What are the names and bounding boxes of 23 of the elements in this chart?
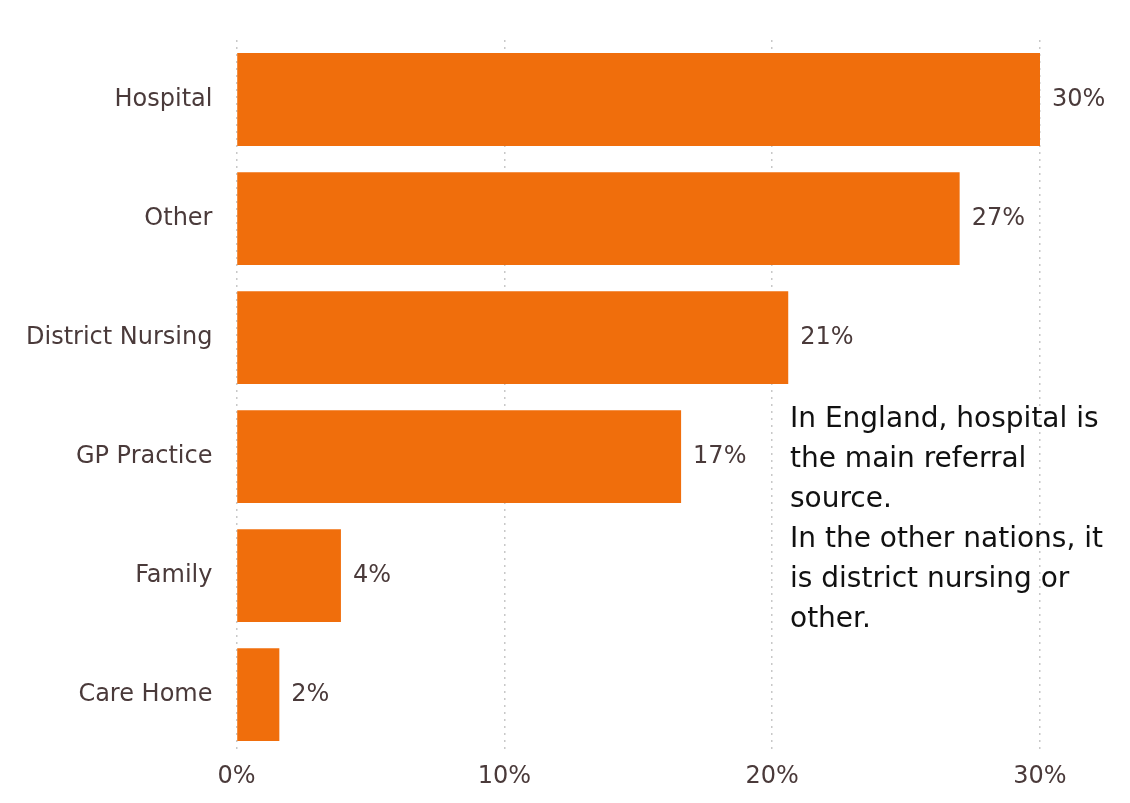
data-label: 27% (971, 202, 1025, 231)
data-label: 17% (693, 440, 747, 469)
data-label: 4% (352, 559, 392, 588)
bar (237, 648, 280, 742)
bar (237, 172, 960, 265)
y-tick-label: Other (144, 202, 213, 231)
y-tick-label: Care Home (78, 678, 213, 707)
y-tick-label: Hospital (114, 83, 213, 112)
y-tick-label: District Nursing (26, 321, 213, 350)
data-label: 30% (1052, 83, 1106, 112)
x-tick-label: 10% (477, 760, 531, 789)
data-label: 21% (800, 321, 854, 350)
x-tick-label: 20% (745, 760, 799, 789)
bar (237, 53, 1040, 146)
annotation: In England, hospital is the main referral source. In the other nations, it is district nursing or other. (790, 400, 1104, 636)
bar (237, 291, 789, 385)
y-tick-label: Family (135, 559, 213, 588)
data-label: 2% (291, 678, 330, 707)
bar (237, 410, 682, 504)
x-tick-label: 30% (1013, 760, 1067, 789)
y-tick-label: GP Practice (75, 440, 213, 469)
x-tick-label: 0% (217, 760, 256, 789)
bar (237, 529, 341, 623)
